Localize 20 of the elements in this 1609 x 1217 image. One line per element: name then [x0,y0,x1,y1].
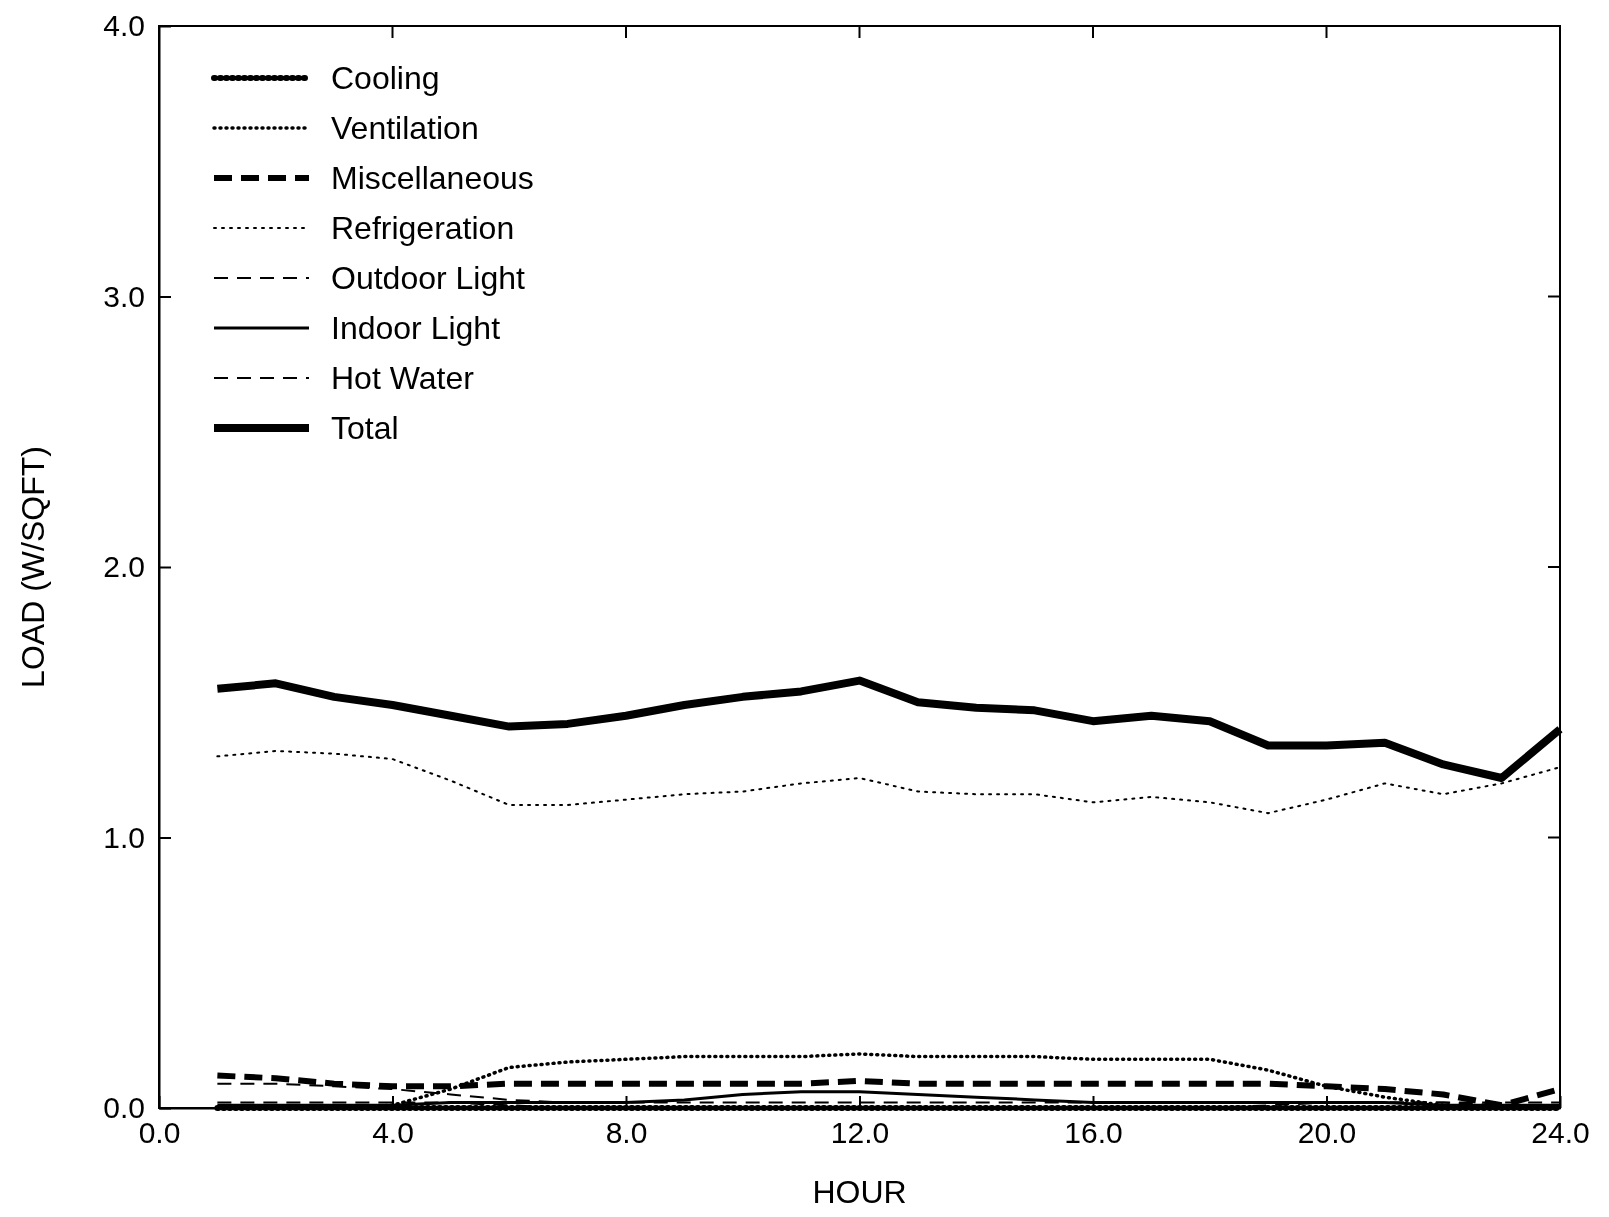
x-tick-label: 8.0 [605,1116,648,1150]
y-tick-label: 1.0 [103,820,145,854]
y-tick-label: 3.0 [103,279,145,313]
y-axis-title: LOAD (W/SQFT) [15,446,51,688]
legend-label: Total [331,410,399,446]
x-tick-label: 16.0 [1064,1116,1123,1150]
legend-label: Outdoor Light [331,260,526,296]
x-tick-label: 24.0 [1531,1116,1590,1150]
y-tick-label: 2.0 [103,550,145,584]
legend-label: Hot Water [331,360,475,396]
legend-label: Refrigeration [331,210,515,246]
x-tick-label: 20.0 [1297,1116,1357,1150]
legend-label: Miscellaneous [331,160,534,196]
legend-label: Cooling [331,60,440,96]
y-tick-label: 4.0 [103,9,145,43]
legend-label: Indoor Light [331,310,501,346]
legend-label: Ventilation [331,110,479,146]
x-axis-title: HOUR [812,1174,907,1210]
x-tick-label: 12.0 [830,1116,890,1150]
x-tick-label: 4.0 [372,1116,414,1150]
